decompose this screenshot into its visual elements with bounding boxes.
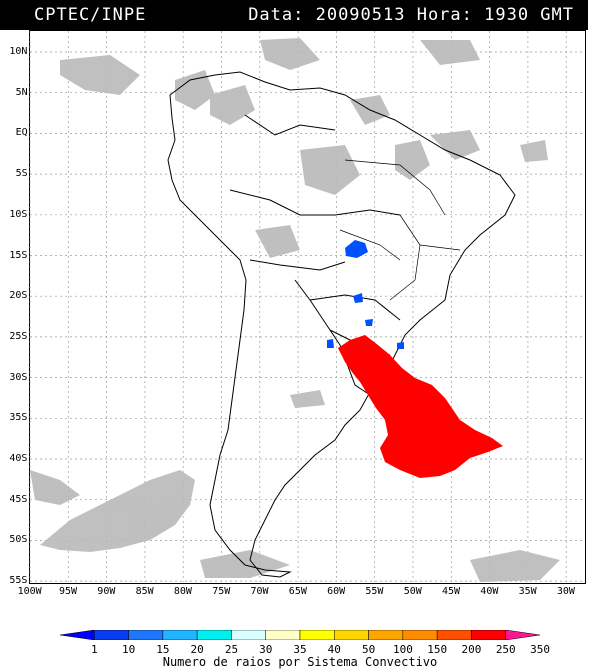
blue-cell xyxy=(365,319,373,326)
red-cell xyxy=(338,335,503,478)
cloud-patch xyxy=(175,70,215,110)
lon-label: 85W xyxy=(135,586,154,597)
lon-label: 55W xyxy=(365,586,384,597)
colorbar-tick-label: 40 xyxy=(327,643,341,656)
source-label: CPTEC/INPE xyxy=(34,5,147,25)
colorbar-tick-label: 30 xyxy=(259,643,273,656)
blue-cell xyxy=(353,293,363,303)
colorbar-tick-label: 100 xyxy=(392,643,413,656)
colorbar-swatch xyxy=(402,630,438,640)
colorbar-tick-label: 25 xyxy=(224,643,239,656)
cloud-patch xyxy=(200,550,290,578)
lat-label: 15S xyxy=(9,249,28,261)
map-frame xyxy=(29,30,586,584)
lat-label: 50S xyxy=(9,534,28,546)
datetime-label: Data: 20090513 Hora: 1930 GMT xyxy=(248,5,574,25)
lat-label: 10N xyxy=(9,46,28,57)
colorbar-tick-label: 15 xyxy=(156,643,170,656)
colorbar-tick-label: 50 xyxy=(361,643,376,656)
cloud-patch xyxy=(290,390,325,408)
blue-cell xyxy=(397,342,404,349)
colorbar-swatch xyxy=(471,630,506,640)
lat-label: 20S xyxy=(9,290,28,302)
lon-label: 50W xyxy=(403,586,422,597)
blue-cell xyxy=(345,240,368,258)
colorbar-tick-label: 350 xyxy=(530,643,550,656)
lat-label: 30S xyxy=(9,371,28,383)
lon-label: 35W xyxy=(518,586,537,597)
colorbar-swatch xyxy=(60,630,95,640)
lon-label: 100W xyxy=(17,586,42,597)
lon-label: 90W xyxy=(97,586,116,597)
cloud-patch xyxy=(40,470,195,552)
colorbar-swatch xyxy=(231,630,266,640)
low-activity-cells xyxy=(327,240,404,349)
colorbar-swatch xyxy=(505,630,540,640)
cloud-patch xyxy=(430,130,480,160)
lat-label: 5S xyxy=(15,168,28,180)
lon-label: 45W xyxy=(442,586,461,597)
lon-label: 80W xyxy=(173,586,192,597)
lat-label: EQ xyxy=(15,127,28,139)
colorbar-swatch xyxy=(196,630,232,640)
lat-label: 5N xyxy=(15,86,28,98)
colorbar-tick-label: 200 xyxy=(461,643,482,656)
colorbar-swatch xyxy=(436,630,472,640)
colorbar-tick-label: 35 xyxy=(293,643,307,656)
cloud-patch xyxy=(260,38,320,70)
state-borders xyxy=(339,159,461,301)
cloud-patch xyxy=(255,225,300,258)
colorbar-swatch xyxy=(94,630,129,640)
high-activity-cells xyxy=(338,335,503,478)
lat-label: 10S xyxy=(9,208,28,220)
colorbar-swatch xyxy=(334,630,369,640)
colorbar-swatch xyxy=(265,630,301,640)
lat-label: 55S xyxy=(9,575,28,587)
cloud-patch xyxy=(210,85,255,125)
colorbar-tick-label: 10 xyxy=(121,643,136,656)
south-america-outline xyxy=(167,71,516,578)
colorbar xyxy=(60,630,540,640)
cloud-patch xyxy=(300,145,360,195)
cloud-patch xyxy=(420,40,480,65)
lon-label: 75W xyxy=(212,586,231,597)
colorbar-swatch xyxy=(368,630,404,640)
lon-label: 70W xyxy=(250,586,269,597)
lat-label: 40S xyxy=(9,453,28,464)
colorbar-tick-label: 1 xyxy=(90,643,98,656)
colorbar-tick-label: 150 xyxy=(427,643,448,656)
lon-label: 30W xyxy=(556,586,575,597)
colorbar-swatch xyxy=(299,630,335,640)
header-bar: CPTEC/INPE Data: 20090513 Hora: 1930 GMT xyxy=(0,0,588,30)
lon-label: 65W xyxy=(288,586,307,597)
lat-label: 35S xyxy=(9,412,28,424)
cloud-cover xyxy=(30,38,560,582)
cloud-patch xyxy=(30,470,80,505)
colorbar-caption: Numero de raios por Sistema Convectivo xyxy=(162,655,438,669)
lat-label: 25S xyxy=(9,330,28,342)
colorbar-swatch xyxy=(128,630,164,640)
lon-label: 60W xyxy=(327,586,346,597)
colorbar-swatch xyxy=(162,630,198,640)
cloud-patch xyxy=(395,140,430,180)
cloud-patch xyxy=(60,55,140,95)
cloud-patch xyxy=(470,550,560,582)
blue-cell xyxy=(327,339,334,348)
lon-label: 40W xyxy=(480,586,499,597)
colorbar-tick-label: 250 xyxy=(495,643,516,656)
cloud-patch xyxy=(520,140,548,162)
lon-label: 95W xyxy=(59,586,78,597)
lat-label: 45S xyxy=(9,493,28,505)
colorbar-tick-label: 20 xyxy=(190,643,204,656)
